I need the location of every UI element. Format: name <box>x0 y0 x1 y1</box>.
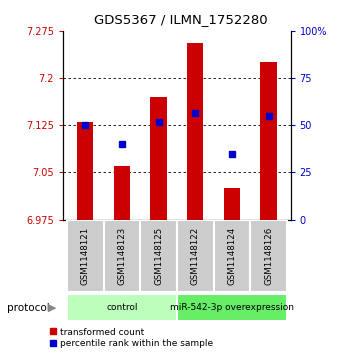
Bar <box>150 97 167 220</box>
Bar <box>260 62 277 220</box>
Text: GSM1148124: GSM1148124 <box>227 227 236 285</box>
Bar <box>114 166 130 220</box>
Text: GSM1148126: GSM1148126 <box>264 227 273 285</box>
Bar <box>214 220 250 292</box>
Legend: transformed count, percentile rank within the sample: transformed count, percentile rank withi… <box>50 327 213 348</box>
Text: GSM1148122: GSM1148122 <box>191 227 200 285</box>
Bar <box>67 220 104 292</box>
Bar <box>177 220 214 292</box>
Text: ▶: ▶ <box>48 303 57 313</box>
Text: protocol: protocol <box>7 303 50 313</box>
Text: control: control <box>106 303 138 312</box>
Bar <box>177 294 287 321</box>
Text: GSM1148123: GSM1148123 <box>117 227 126 285</box>
Bar <box>77 122 93 220</box>
Bar <box>250 220 287 292</box>
Bar <box>187 44 204 220</box>
Bar <box>104 220 140 292</box>
Text: miR-542-3p overexpression: miR-542-3p overexpression <box>170 303 294 312</box>
Bar <box>140 220 177 292</box>
Text: GSM1148125: GSM1148125 <box>154 227 163 285</box>
Bar <box>224 188 240 220</box>
Bar <box>67 294 177 321</box>
Text: GDS5367 / ILMN_1752280: GDS5367 / ILMN_1752280 <box>94 13 267 26</box>
Text: GSM1148121: GSM1148121 <box>81 227 90 285</box>
